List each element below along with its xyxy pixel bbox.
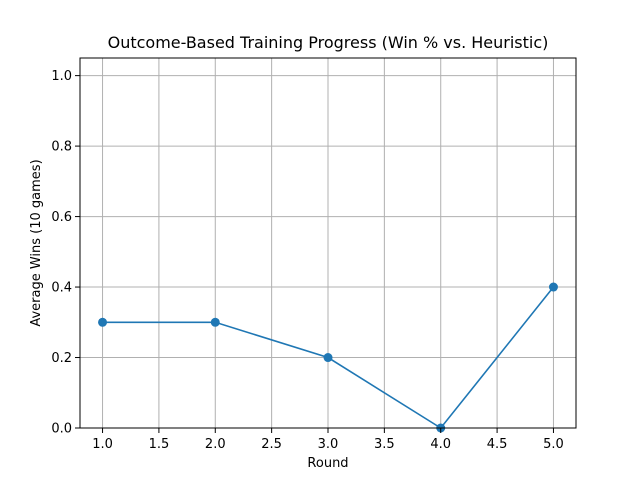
y-tick-label: 0.4 xyxy=(51,281,72,296)
x-tick-label: 3.5 xyxy=(374,437,395,452)
y-tick-label: 0.6 xyxy=(51,210,72,225)
y-axis-label: Average Wins (10 games) xyxy=(29,159,44,326)
x-tick-label: 2.5 xyxy=(261,437,282,452)
chart-title: Outcome-Based Training Progress (Win % v… xyxy=(108,33,549,52)
x-tick-label: 4.5 xyxy=(487,437,508,452)
x-axis-label: Round xyxy=(307,456,348,471)
x-tick-label: 2.0 xyxy=(205,437,226,452)
x-ticks: 1.0 1.5 2.0 2.5 3.0 3.5 4.0 4.5 5.0 xyxy=(92,428,564,452)
x-tick-label: 1.0 xyxy=(92,437,113,452)
data-point xyxy=(323,353,333,363)
y-tick-label: 0.0 xyxy=(51,422,72,437)
y-tick-label: 0.8 xyxy=(51,140,72,155)
y-tick-label: 1.0 xyxy=(51,69,72,84)
series-group xyxy=(98,282,558,433)
x-tick-label: 4.0 xyxy=(430,437,451,452)
x-tick-label: 3.0 xyxy=(318,437,339,452)
x-tick-label: 5.0 xyxy=(543,437,564,452)
x-tick-label: 1.5 xyxy=(149,437,170,452)
grid-lines xyxy=(80,58,576,429)
y-tick-label: 0.2 xyxy=(51,351,72,366)
data-point xyxy=(548,282,558,292)
data-point xyxy=(210,317,220,327)
data-point xyxy=(98,317,108,327)
y-ticks: 0.0 0.2 0.4 0.6 0.8 1.0 xyxy=(51,69,80,437)
